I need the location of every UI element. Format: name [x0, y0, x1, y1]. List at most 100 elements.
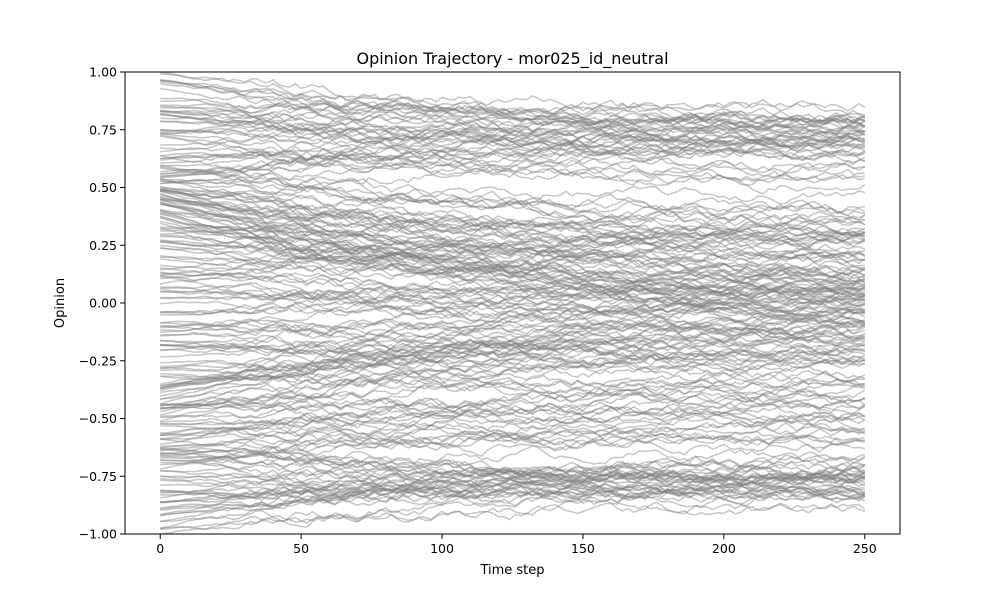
opinion-trajectory-line: [160, 430, 865, 449]
opinion-trajectory-line: [160, 241, 865, 277]
opinion-trajectory-line: [160, 421, 866, 466]
opinion-trajectory-line: [160, 480, 866, 501]
y-tick-label: 0.00: [89, 296, 117, 311]
opinion-trajectory-line: [160, 452, 866, 487]
opinion-trajectory-line: [160, 199, 866, 279]
opinion-trajectory-line: [160, 146, 866, 173]
y-axis-label: Opinion: [53, 278, 68, 328]
opinion-trajectory-line: [160, 178, 866, 213]
opinion-trajectory-line: [160, 321, 866, 341]
opinion-trajectory-line: [160, 314, 865, 339]
opinion-trajectory-line: [160, 145, 865, 176]
opinion-trajectory-line: [160, 359, 865, 400]
opinion-trajectory-line: [160, 235, 865, 280]
opinion-trajectory-line: [160, 396, 866, 427]
y-tick-label: 1.00: [89, 65, 117, 80]
opinion-trajectory-line: [160, 326, 865, 394]
opinion-trajectory-line: [160, 457, 866, 485]
x-tick-label: 200: [712, 541, 736, 556]
opinion-trajectory-line: [160, 457, 866, 515]
opinion-trajectory-line: [160, 344, 865, 368]
opinion-trajectory-line: [160, 196, 866, 277]
opinion-trajectory-line: [160, 79, 865, 133]
opinion-trajectory-line: [160, 81, 866, 124]
opinion-trajectory-line: [160, 198, 866, 252]
opinion-trajectory-line: [160, 244, 865, 284]
opinion-trajectory-line: [160, 339, 866, 375]
opinion-trajectory-line: [160, 348, 865, 375]
opinion-trajectory-line: [159, 217, 866, 310]
opinion-trajectory-line: [160, 412, 865, 431]
x-tick-label: 0: [156, 541, 164, 556]
opinion-trajectory-line: [160, 190, 865, 239]
opinion-trajectory-line: [160, 83, 866, 123]
opinion-trajectory-line: [160, 481, 865, 511]
opinion-trajectory-line: [160, 301, 865, 320]
opinion-trajectory-line: [160, 460, 866, 509]
opinion-trajectory-line: [160, 134, 866, 195]
opinion-trajectory-line: [160, 272, 865, 299]
opinion-trajectory-line: [160, 79, 866, 142]
y-tick-label: 0.50: [89, 180, 117, 195]
opinion-trajectory-line: [160, 344, 866, 416]
opinion-trajectory-line: [160, 400, 866, 440]
opinion-trajectory-line: [160, 112, 865, 153]
opinion-trajectory-line: [160, 113, 865, 134]
opinion-trajectory-line: [160, 489, 866, 534]
opinion-trajectory-line: [160, 132, 866, 179]
opinion-trajectory-line: [160, 203, 866, 262]
opinion-trajectory-line: [160, 98, 866, 131]
opinion-trajectory-line: [160, 438, 865, 493]
opinion-trajectory-line: [160, 189, 866, 248]
opinion-trajectory-line: [160, 306, 866, 334]
opinion-trajectory-line: [160, 317, 866, 392]
opinion-trajectory-line: [160, 115, 865, 148]
opinion-trajectory-line: [160, 312, 866, 343]
opinion-trajectory-line: [160, 228, 865, 271]
opinion-trajectory-line: [160, 345, 866, 377]
opinion-trajectory-line: [160, 135, 865, 181]
opinion-trajectory-line: [160, 342, 865, 362]
opinion-trajectory-line: [160, 211, 866, 264]
opinion-trajectory-line: [160, 188, 866, 277]
opinion-trajectory-line: [160, 447, 866, 490]
opinion-trajectory-line: [160, 448, 866, 482]
opinion-trajectory-line: [160, 177, 865, 242]
opinion-trajectory-line: [160, 425, 865, 450]
opinion-trajectory-line: [160, 369, 865, 407]
opinion-trajectory-line: [160, 419, 865, 450]
opinion-trajectory-line: [160, 501, 866, 531]
opinion-trajectory-line: [160, 109, 866, 163]
x-tick-label: 250: [853, 541, 877, 556]
opinion-trajectory-line: [160, 220, 865, 298]
opinion-trajectory-line: [160, 328, 865, 351]
opinion-trajectory-line: [160, 227, 866, 285]
opinion-trajectory-line: [160, 377, 865, 410]
opinion-trajectory-line: [160, 291, 866, 315]
opinion-trajectory-line: [160, 196, 866, 263]
opinion-trajectory-line: [160, 335, 865, 390]
opinion-trajectory-line: [160, 287, 865, 310]
opinion-trajectory-line: [160, 120, 865, 149]
opinion-trajectory-line: [160, 295, 866, 320]
opinion-trajectory-line: [160, 443, 866, 465]
opinion-trajectory-line: [160, 429, 865, 454]
opinion-trajectory-line: [160, 201, 865, 295]
opinion-trajectory-line: [160, 465, 865, 488]
opinion-trajectory-line: [160, 353, 865, 373]
opinion-trajectory-line: [160, 72, 866, 128]
opinion-trajectory-line: [160, 216, 865, 295]
opinion-trajectory-line: [159, 215, 865, 310]
opinion-trajectory-line: [160, 428, 865, 445]
opinion-trajectory-line: [160, 290, 866, 324]
y-tick-label: −1.00: [79, 527, 117, 542]
x-axis: 0 50 100 150 200 250: [156, 534, 877, 556]
opinion-trajectory-line: [160, 180, 865, 220]
opinion-trajectory-line: [160, 146, 865, 185]
opinion-trajectory-line: [160, 73, 866, 112]
opinion-trajectory-line: [160, 474, 866, 502]
opinion-trajectory-line: [160, 198, 866, 246]
opinion-trajectory-line: [160, 272, 865, 314]
